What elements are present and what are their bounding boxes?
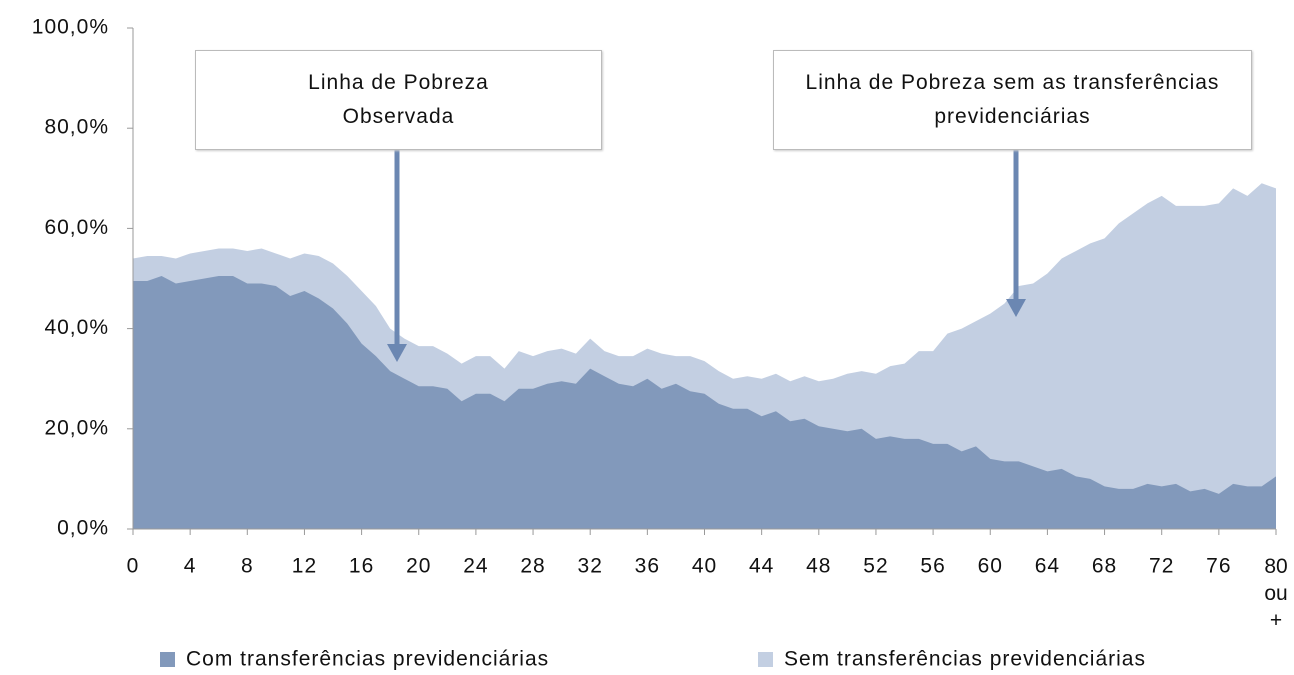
- x-tick-label: 20: [406, 555, 431, 578]
- annotation-box: Linha de Pobreza Observada: [195, 50, 602, 150]
- y-tick-label: 80,0%: [44, 116, 109, 139]
- x-tick-label: 80 ou +: [1264, 555, 1288, 632]
- x-tick-label: 16: [349, 555, 374, 578]
- legend-swatch: [758, 652, 773, 667]
- x-tick-label: 48: [806, 555, 831, 578]
- arrow-head: [1006, 299, 1026, 317]
- legend-label: Sem transferências previdenciárias: [784, 648, 1146, 671]
- x-tick-label: 40: [692, 555, 717, 578]
- legend-label: Com transferências previdenciárias: [186, 648, 549, 671]
- x-tick-label: 12: [292, 555, 317, 578]
- annotation-box: Linha de Pobreza sem as transferências p…: [773, 50, 1252, 150]
- x-tick-label: 44: [749, 555, 774, 578]
- x-tick-label: 60: [978, 555, 1003, 578]
- y-tick-label: 100,0%: [32, 16, 109, 39]
- x-tick-label: 36: [635, 555, 660, 578]
- x-tick-label: 4: [184, 555, 197, 578]
- x-tick-label: 8: [241, 555, 254, 578]
- x-tick-label: 64: [1035, 555, 1060, 578]
- y-tick-label: 40,0%: [44, 316, 109, 339]
- x-tick-label: 56: [920, 555, 945, 578]
- x-tick-label: 32: [578, 555, 603, 578]
- area: [133, 275, 1276, 529]
- x-tick-label: 0: [127, 555, 140, 578]
- x-tick-label: 68: [1092, 555, 1117, 578]
- x-tick-label: 72: [1149, 555, 1174, 578]
- arrow-head: [387, 344, 407, 362]
- x-tick-label: 76: [1206, 555, 1231, 578]
- x-tick-label: 24: [463, 555, 488, 578]
- y-tick-label: 0,0%: [57, 517, 109, 540]
- y-tick-label: 20,0%: [44, 416, 109, 439]
- x-tick-label: 28: [520, 555, 545, 578]
- annotation: Linha de Pobreza Observada: [308, 71, 489, 128]
- y-tick-label: 60,0%: [44, 216, 109, 239]
- annotation: Linha de Pobreza sem as transferências p…: [805, 71, 1220, 128]
- x-tick-label: 52: [863, 555, 888, 578]
- legend-swatch: [160, 652, 175, 667]
